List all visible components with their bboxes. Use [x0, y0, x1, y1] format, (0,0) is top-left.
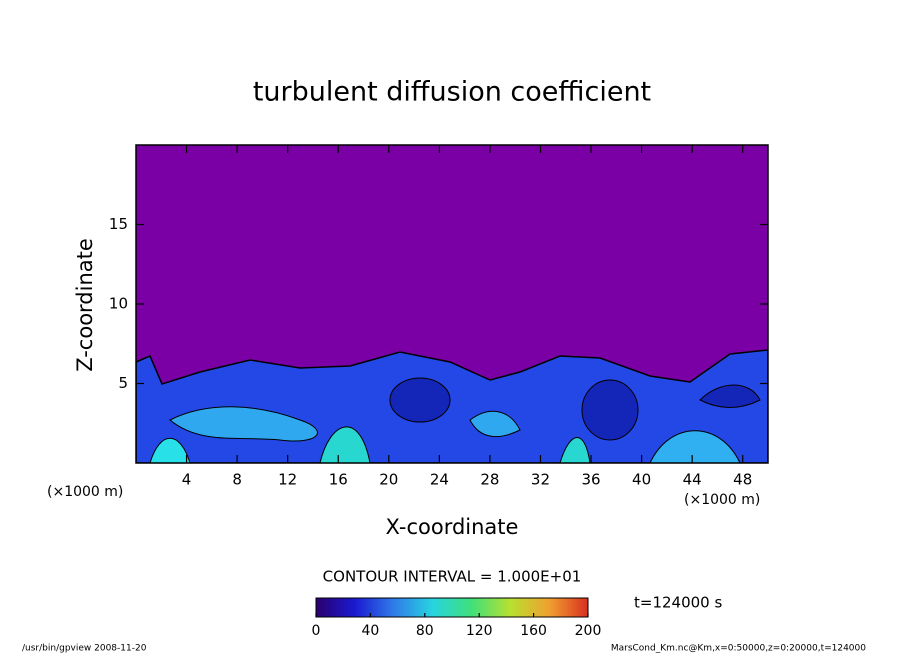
x-axis-label: X-coordinate — [386, 515, 519, 539]
footer-left: /usr/bin/gpview 2008-11-20 — [22, 644, 147, 654]
colorbar-tick-label: 160 — [520, 623, 547, 639]
x-tick-label: 40 — [632, 471, 651, 489]
colorbar-tick-label: 80 — [416, 623, 434, 639]
y-unit-label: (×1000 m) — [47, 484, 123, 500]
x-tick-label: 8 — [232, 471, 242, 489]
y-tick-label: 5 — [118, 374, 128, 392]
x-unit-label: (×1000 m) — [684, 492, 760, 508]
x-tick-label: 44 — [683, 471, 702, 489]
footer-right: MarsCond_Km.nc@Km,x=0:50000,z=0:20000,t=… — [611, 644, 866, 654]
x-tick-label: 24 — [430, 471, 449, 489]
x-tick-label: 32 — [531, 471, 550, 489]
contour-field — [136, 145, 768, 463]
chart-title: turbulent diffusion coefficient — [253, 77, 651, 108]
x-tick-label: 28 — [480, 471, 499, 489]
x-tick-label: 48 — [733, 471, 752, 489]
x-tick-label: 20 — [379, 471, 398, 489]
y-axis-label: Z-coordinate — [73, 238, 97, 372]
x-tick-label: 36 — [581, 471, 600, 489]
x-tick-label: 4 — [182, 471, 192, 489]
y-tick-label: 10 — [109, 295, 128, 313]
colorbar-tick-label: 40 — [361, 623, 379, 639]
colorbar-tick-label: 120 — [466, 623, 493, 639]
colorbar-tick-label: 200 — [575, 623, 602, 639]
colorbar-tick-label: 0 — [312, 623, 321, 639]
time-label: t=124000 s — [634, 594, 722, 612]
y-tick-label: 15 — [109, 215, 128, 233]
contour-interval: CONTOUR INTERVAL = 1.000E+01 — [323, 568, 582, 586]
x-tick-label: 12 — [278, 471, 297, 489]
x-tick-label: 16 — [329, 471, 348, 489]
colorbar — [315, 597, 589, 618]
